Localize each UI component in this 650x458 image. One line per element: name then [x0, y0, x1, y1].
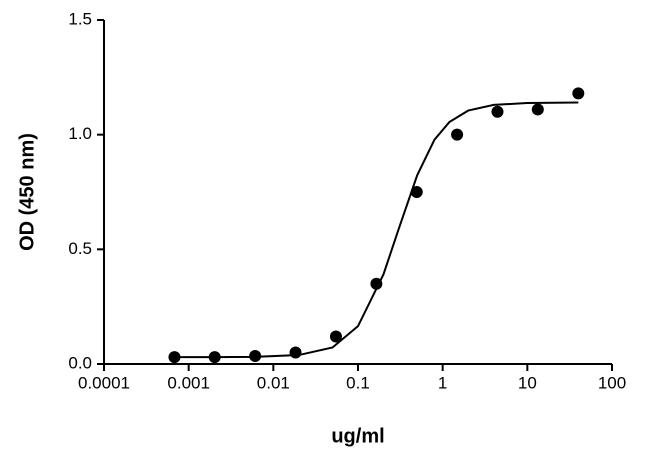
x-tick-label: 10 [518, 373, 537, 392]
y-tick-label: 1.0 [68, 124, 92, 143]
x-tick-label: 0.0001 [78, 373, 130, 392]
data-point [491, 105, 504, 118]
x-tick-label: 0.1 [346, 373, 370, 392]
data-point [531, 103, 544, 116]
y-tick-label: 0.5 [68, 239, 92, 258]
y-tick-label: 1.5 [68, 9, 92, 28]
data-point [410, 186, 423, 198]
y-axis-title: OD (450 nm) [16, 133, 38, 251]
x-tick-label: 1 [438, 373, 447, 392]
x-tick-label: 0.01 [257, 373, 290, 392]
data-point [329, 330, 342, 343]
data-point [168, 351, 181, 364]
data-point [451, 128, 464, 141]
data-point [572, 87, 585, 100]
x-axis-title: ug/ml [331, 425, 384, 447]
data-point [289, 346, 302, 359]
y-tick-label: 0.0 [68, 353, 92, 372]
x-tick-label: 100 [598, 373, 626, 392]
data-point [249, 349, 262, 362]
data-point [208, 351, 221, 364]
x-tick-label: 0.001 [167, 373, 210, 392]
data-point [370, 277, 383, 290]
fit-curve [175, 101, 579, 359]
